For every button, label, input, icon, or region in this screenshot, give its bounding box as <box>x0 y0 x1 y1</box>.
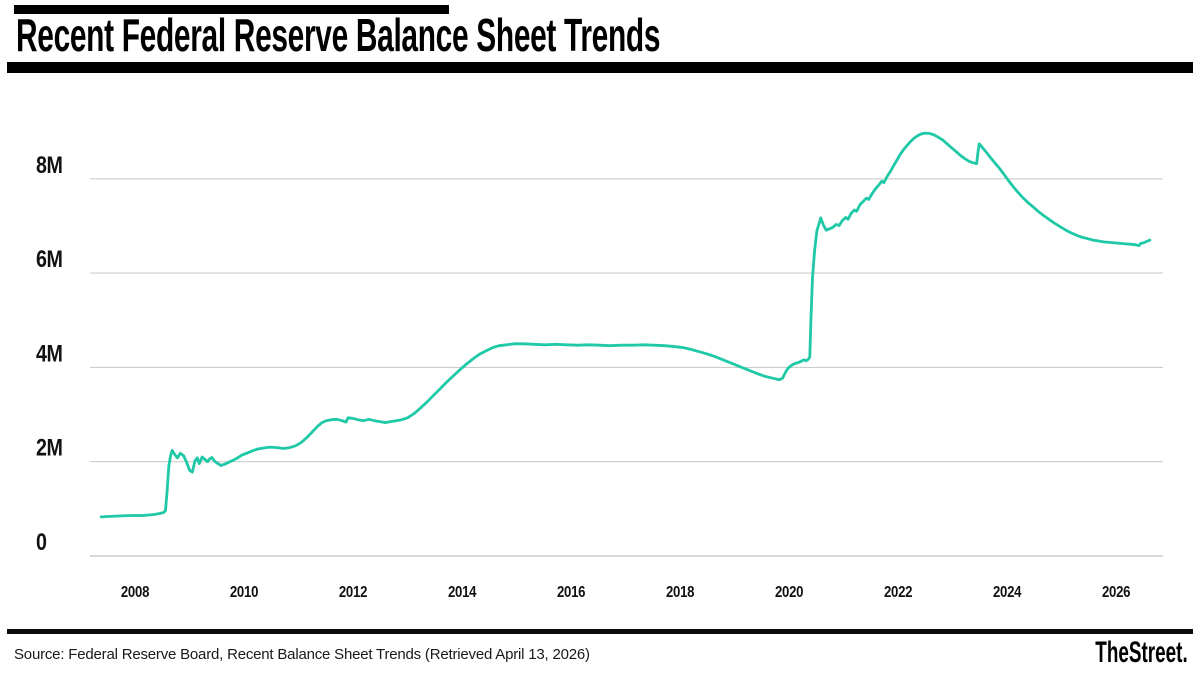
x-tick-label: 2016 <box>557 584 586 601</box>
y-tick-label: 2M <box>36 434 63 461</box>
x-tick-label: 2008 <box>121 584 150 601</box>
footer-rule <box>7 629 1193 634</box>
x-tick-label: 2010 <box>230 584 259 601</box>
x-tick-label: 2024 <box>993 584 1022 601</box>
header-rule <box>7 62 1193 73</box>
y-tick-label: 4M <box>36 340 63 367</box>
x-tick-label: 2026 <box>1102 584 1131 601</box>
y-tick-label: 6M <box>36 245 63 272</box>
balance-sheet-line <box>99 131 1152 519</box>
thestreet-logo: TheStreet. <box>1095 636 1188 669</box>
y-tick-label: 8M <box>36 151 63 178</box>
x-tick-label: 2014 <box>448 584 477 601</box>
page-title: Recent Federal Reserve Balance Sheet Tre… <box>16 9 661 61</box>
x-tick-label: 2020 <box>775 584 804 601</box>
x-tick-label: 2012 <box>339 584 368 601</box>
x-tick-label: 2018 <box>666 584 695 601</box>
top-accent-bar <box>14 5 449 14</box>
x-tick-label: 2022 <box>884 584 913 601</box>
source-note: Source: Federal Reserve Board, Recent Ba… <box>14 646 590 663</box>
y-tick-label: 0 <box>36 528 47 555</box>
